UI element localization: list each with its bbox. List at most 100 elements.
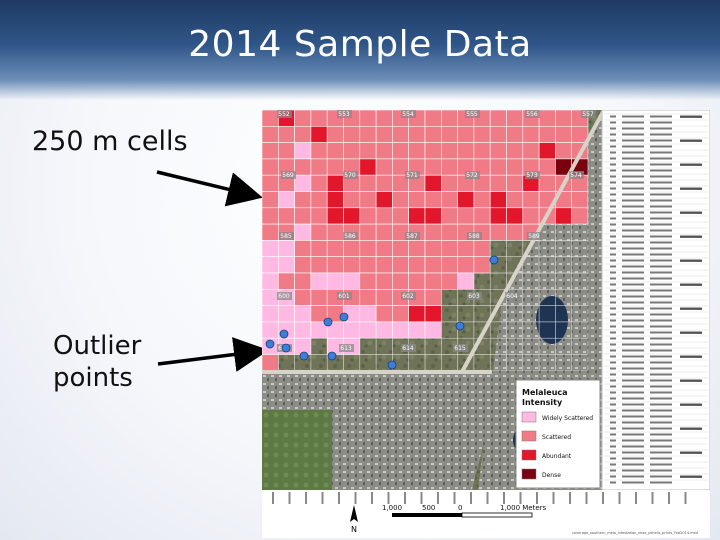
table-cell-mark <box>610 463 616 466</box>
table-cell-mark <box>622 181 644 184</box>
scale-label-meters: 1,000 Meters <box>500 504 547 512</box>
table-cell-mark <box>622 235 644 238</box>
grid-cell <box>326 256 344 274</box>
grid-cell <box>522 191 540 209</box>
grid-cell <box>310 110 328 127</box>
road-diagonal <box>460 110 606 373</box>
grid-cell <box>555 207 572 225</box>
table-cell-mark <box>610 223 616 226</box>
table-cell-mark <box>622 211 644 214</box>
grid-cell <box>424 305 442 323</box>
table-cell-mark <box>650 445 672 448</box>
table-cell-mark <box>610 277 616 280</box>
table-cell-mark <box>650 325 672 328</box>
legend-swatch <box>521 449 537 461</box>
grid-cell <box>262 354 279 372</box>
grid-cell <box>262 321 279 339</box>
table-cell-mark <box>610 307 616 310</box>
arrow-to-cells <box>156 170 263 207</box>
cell-label-bg <box>581 110 596 118</box>
bottom-tick <box>552 492 555 504</box>
grid-cell <box>424 191 442 209</box>
table-cell-mark <box>622 253 644 256</box>
grid-cell <box>392 125 409 143</box>
table-cell-mark <box>650 169 672 172</box>
grid-cell <box>310 191 328 209</box>
grid-cell <box>392 305 409 323</box>
table-cell-mark <box>610 235 616 238</box>
table-cell-mark <box>622 139 644 142</box>
outlier-point <box>265 339 275 349</box>
grid-cell <box>392 321 409 339</box>
cell-label-bg <box>527 232 542 240</box>
outlier-point <box>299 351 309 361</box>
table-axis-mark <box>680 355 702 358</box>
grid-cell <box>408 125 426 143</box>
table-cell-mark <box>622 151 644 154</box>
table-cell-mark <box>610 253 616 256</box>
table-cell-mark <box>622 391 644 394</box>
table-cell-mark <box>650 361 672 364</box>
grid-cell <box>457 125 475 143</box>
grid-cell <box>375 110 393 127</box>
table-cell-mark <box>622 229 644 232</box>
grid-cell <box>359 240 377 257</box>
table-cell-mark <box>650 457 672 460</box>
table-cell-mark <box>650 127 672 130</box>
grid-cell <box>294 191 312 209</box>
table-cell-mark <box>650 403 672 406</box>
grid-cell <box>538 142 556 160</box>
cell-number-label: 613 <box>340 345 352 352</box>
table-cell-mark <box>650 199 672 202</box>
table-cell-mark <box>610 217 616 220</box>
table-cell-mark <box>650 307 672 310</box>
table-cell-mark <box>610 265 616 268</box>
outlier-point <box>339 312 349 322</box>
table-cell-mark <box>610 181 616 184</box>
table-cell-mark <box>622 223 644 226</box>
table-cell-mark <box>610 433 616 436</box>
lake-1 <box>536 296 568 344</box>
grid-cell <box>489 223 507 241</box>
grid-cell <box>408 321 426 339</box>
table-cell-mark <box>622 307 644 310</box>
bottom-tick <box>453 492 456 504</box>
grid-cell <box>262 305 279 323</box>
grid-cell <box>424 110 442 127</box>
grid-cell <box>343 256 361 274</box>
cell-number-label: 585 <box>280 233 292 240</box>
table-cell-mark <box>622 301 644 304</box>
grid-cell <box>489 110 507 127</box>
table-cell-mark <box>650 145 672 148</box>
grid-cell <box>473 240 491 257</box>
grid-cell <box>359 321 377 339</box>
cell-number-label: 555 <box>466 111 478 118</box>
cell-number-label: 553 <box>338 111 350 118</box>
outlier-point <box>279 329 289 339</box>
table-cell-mark <box>610 361 616 364</box>
cell-label-bg <box>467 232 482 240</box>
table-cell-mark <box>622 451 644 454</box>
grid-cell <box>294 158 312 176</box>
bottom-tick <box>354 492 357 504</box>
table-cell-mark <box>650 163 672 166</box>
legend-swatch <box>521 468 537 480</box>
table-axis-mark <box>680 115 702 118</box>
table-cell-mark <box>650 319 672 322</box>
grid-cell <box>277 191 295 209</box>
grid-cell <box>506 191 524 209</box>
cell-number-label: 604 <box>506 293 518 300</box>
grid-cell <box>392 207 409 225</box>
cell-number-label: 614 <box>402 345 414 352</box>
table-cell-mark <box>622 343 644 346</box>
table-cell-mark <box>610 451 616 454</box>
grid-cell <box>262 256 279 274</box>
grid-cell <box>262 158 279 176</box>
grid-cell <box>538 110 556 127</box>
grid-cell <box>326 158 344 176</box>
table-cell-mark <box>622 361 644 364</box>
grid-cell <box>310 174 328 192</box>
table-cell-mark <box>622 469 644 472</box>
table-cell-mark <box>610 397 616 400</box>
grid-cell <box>441 174 458 192</box>
